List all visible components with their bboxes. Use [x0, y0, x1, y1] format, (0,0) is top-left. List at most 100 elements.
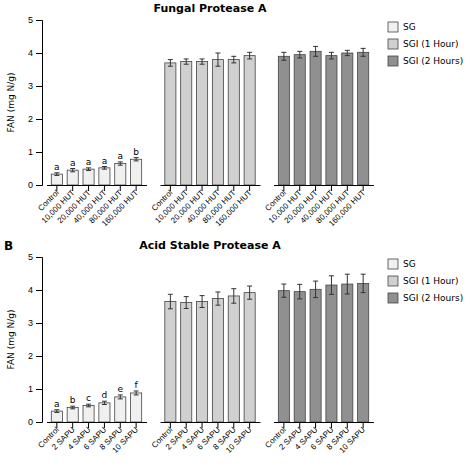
error-line [315, 46, 316, 56]
error-cap [247, 286, 252, 287]
tick-mark [299, 185, 300, 191]
error-cap [231, 62, 236, 63]
tick-mark [36, 257, 42, 258]
bar [212, 299, 223, 422]
error-cap [134, 394, 139, 395]
tick-label: 1 [28, 384, 33, 394]
tick-label: 5 [28, 252, 33, 262]
x-axis: Control10,000 HUT20,000 HUT40,000 HUT80,… [150, 185, 261, 228]
error-cap [361, 274, 366, 275]
error-bar [313, 281, 318, 298]
error-cap [281, 297, 286, 298]
tick-mark [283, 422, 284, 428]
tick-mark [233, 185, 234, 191]
tick: 0 [28, 180, 42, 190]
tick-label: 160,000 HUT [214, 188, 254, 228]
axis-domain [274, 422, 374, 423]
error-line [299, 284, 300, 299]
error-line [170, 60, 171, 67]
error-cap [297, 57, 302, 58]
legend-item: SGI (2 Hours) [388, 293, 463, 303]
tick-mark [56, 185, 57, 191]
x-axis: Control10,000 HUT20,000 HUT40,000 HUT80,… [263, 185, 374, 228]
error-cap [168, 294, 173, 295]
error-cap [231, 303, 236, 304]
bar [342, 53, 353, 185]
tick-label: 1 [28, 147, 33, 157]
tick-mark [315, 422, 316, 428]
tick: 5 [28, 252, 42, 262]
error-cap [70, 171, 75, 172]
error-line [186, 297, 187, 309]
panel-label: B [4, 239, 13, 253]
tick-mark [56, 422, 57, 428]
letter: a [102, 156, 108, 166]
x-axis: Control2 SAPU4 SAPU6 SAPU8 SAPU10 SAPU [36, 422, 147, 455]
legend-swatch [388, 56, 398, 66]
error-line [347, 50, 348, 55]
error-cap [345, 50, 350, 51]
y-label: FAN (mg N/g) [6, 73, 16, 133]
title: Acid Stable Protease A [139, 239, 281, 252]
tick-mark [36, 323, 42, 324]
error-cap [54, 175, 59, 176]
error-cap [118, 161, 123, 162]
error-cap [345, 293, 350, 294]
tick-mark [136, 422, 137, 428]
legend-swatch [388, 22, 398, 32]
error-bar [70, 169, 75, 172]
tick: 2 [28, 351, 42, 361]
error-line [363, 48, 364, 56]
legend: SGSGI (1 Hour)SGI (2 Hours) [388, 259, 463, 303]
bar [115, 164, 126, 185]
error-cap [102, 401, 107, 402]
bar [181, 303, 192, 422]
title: Fungal Protease A [153, 2, 267, 15]
error-line [249, 52, 250, 59]
bar [51, 174, 62, 185]
error-line [170, 294, 171, 309]
tick-mark [347, 185, 348, 191]
y-axis: 0 1 2 3 4 5 [28, 252, 43, 427]
error-cap [329, 58, 334, 59]
error-line [299, 51, 300, 58]
bar [294, 55, 305, 185]
axis-domain [274, 185, 374, 186]
tick: 10 SAPU [224, 422, 254, 455]
tick: 0 [28, 417, 42, 427]
error-cap [215, 305, 220, 306]
error-bar [118, 162, 123, 165]
tick-mark [120, 185, 121, 191]
tick-label: 4 [28, 285, 33, 295]
error-bar [231, 56, 236, 63]
bar [165, 63, 176, 185]
axis-domain [161, 422, 261, 423]
error-bar [329, 276, 334, 294]
axis-domain [47, 422, 147, 423]
bar [197, 302, 208, 422]
letters: abcdef [54, 380, 138, 409]
tick-mark [104, 185, 105, 191]
error-cap [134, 390, 139, 391]
error-cap [215, 291, 220, 292]
tick-label: 3 [28, 318, 33, 328]
tick-label: 0 [28, 417, 33, 427]
error-line [217, 292, 218, 305]
tick-mark [170, 422, 171, 428]
bar [67, 407, 78, 422]
letter: a [86, 157, 92, 167]
legend-label: SG [403, 22, 416, 32]
bar [294, 292, 305, 422]
legend-label: SGI (1 Hour) [403, 276, 459, 286]
bar [310, 51, 321, 185]
tick-mark [88, 185, 89, 191]
tick-label: 0 [28, 180, 33, 190]
legend: SGSGI (1 Hour)SGI (2 Hours) [388, 22, 463, 66]
tick: 1 [28, 384, 42, 394]
error-bar [86, 404, 91, 407]
error-cap [247, 52, 252, 53]
bar [131, 159, 142, 185]
tick: 5 [28, 15, 42, 25]
tick-mark [217, 185, 218, 191]
y-axis: 012345 [28, 15, 43, 190]
